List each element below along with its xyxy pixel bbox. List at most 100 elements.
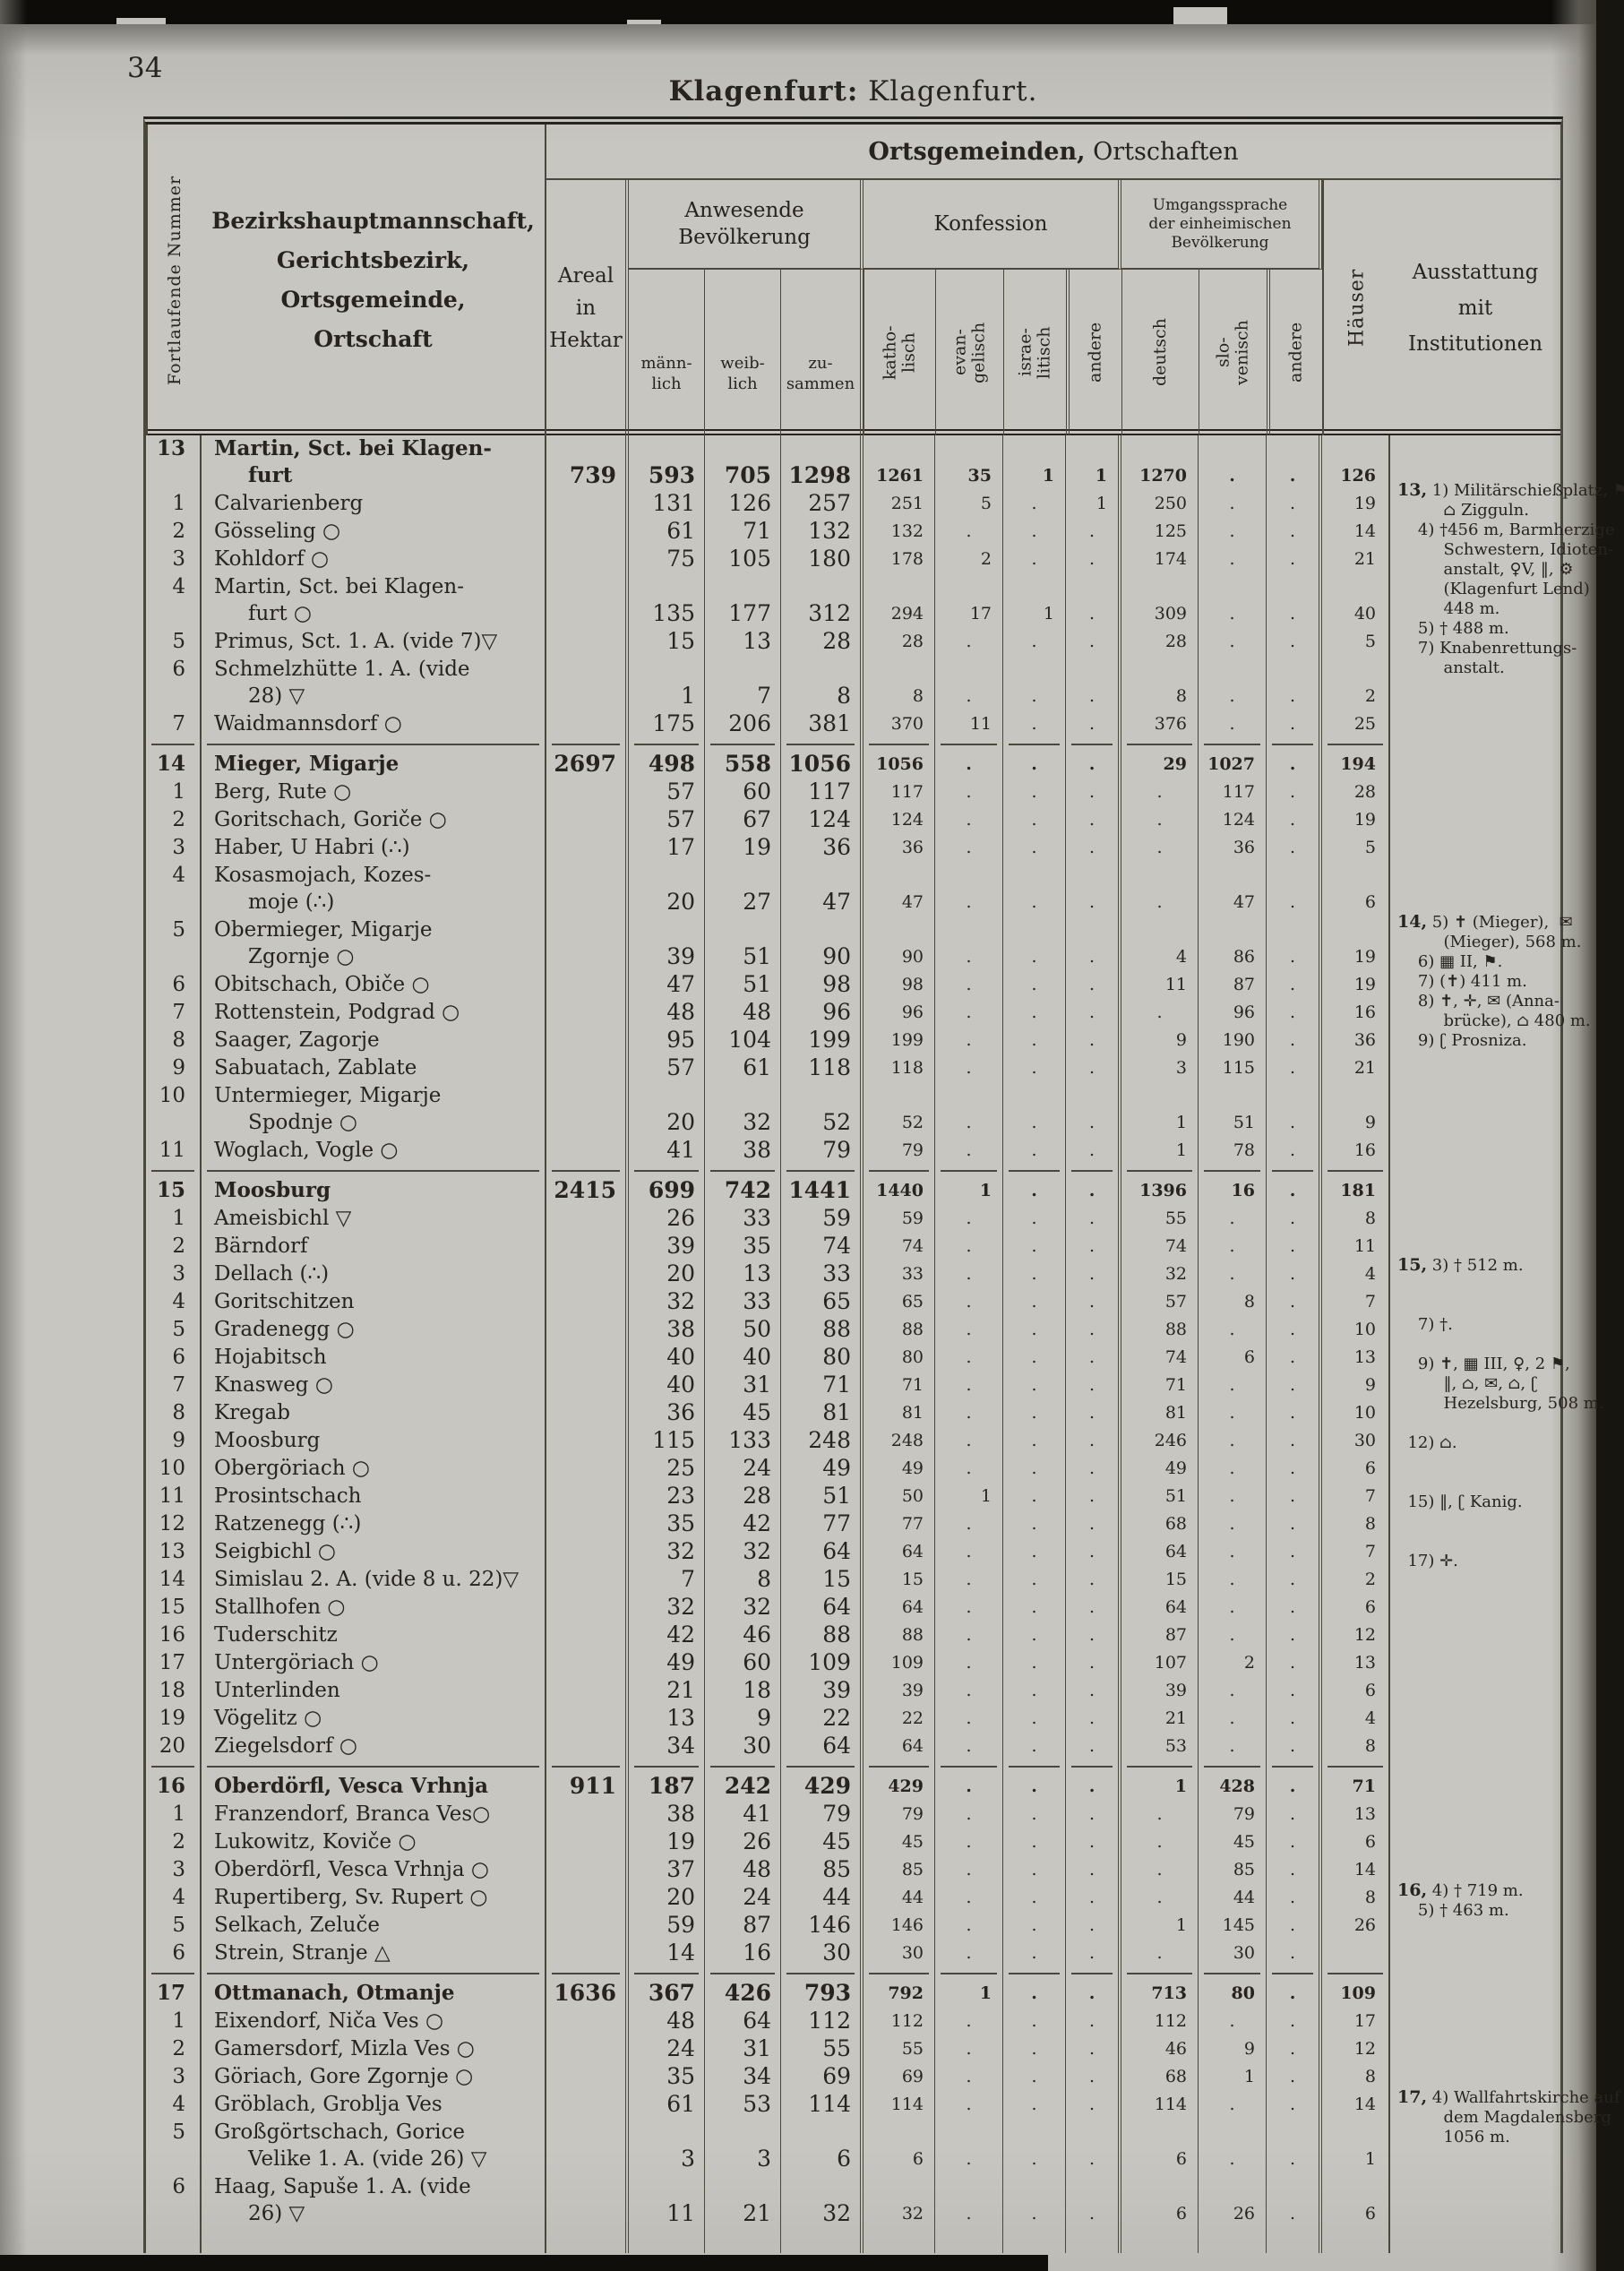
block-separator [146,1165,1560,1177]
ortschaft-row: 3 Oberdörfl, Vesca Vrhnja ○ 37 48 85 85.... 85… [146,1856,1560,1884]
evangelisch-value: . [935,518,1003,546]
deutsch-value: 1 [1121,1137,1199,1165]
israelitisch-value: . [1003,1733,1066,1760]
konfession-andere-value: . [1066,1177,1121,1205]
sprache-andere-value: . [1267,1399,1322,1427]
note-cell [1390,1082,1560,1137]
place-name: Kregab [202,1399,546,1427]
page-title: Klagenfurt: Klagenfurt. [143,75,1563,108]
konfession-andere-value: . [1066,1205,1121,1233]
areal-value [546,1233,629,1260]
ortschaft-row: 2 Goritschach, Goriče ○ 57 67 124 124.... 124.… [146,806,1560,834]
separator-cell [1322,1967,1390,1980]
deutsch-value: 1 [1121,1773,1199,1801]
separator-cell [202,1967,546,1980]
tail-cell [1121,2228,1199,2253]
evangelisch-value: . [935,1566,1003,1594]
evangelisch-value: . [935,1733,1003,1760]
zusammen-value: 381 [781,710,864,738]
place-name: Woglach, Vogle ○ [202,1137,546,1165]
sprache-andere-value: . [1267,1828,1322,1856]
row-number: 5 [146,1912,202,1940]
deutsch-value: . [1121,779,1199,806]
header-ausstattung: Ausstattung mit Institutionen [1407,260,1543,356]
ortschaft-row: 8 Saager, Zagorje 95 104 199 199... 9 190. 36 [146,1027,1560,1054]
ortschaft-row: 5 Obermieger, Migarje Zgornje ○ 39 51 90 90..… [146,916,1560,971]
areal-value [546,2173,629,2228]
weiblich-value: 24 [705,1884,781,1912]
ortschaft-row: 7 Waidmannsdorf ○ 175 206 381 370 11.. 376.. 25 [146,710,1560,738]
deutsch-value: 8 [1121,656,1199,710]
deutsch-value: 15 [1121,1566,1199,1594]
tail-cell [1066,2228,1121,2253]
areal-value [546,2119,629,2173]
place-name: Lukowitz, Koviče ○ [202,1828,546,1856]
weiblich-value: 18 [705,1677,781,1705]
slovenisch-value: . [1199,2091,1267,2119]
haeuser-value: 8 [1322,1205,1390,1233]
evangelisch-value: . [935,1856,1003,1884]
haeuser-value: 26 [1322,1912,1390,1940]
areal-value [546,1538,629,1566]
note-cell [1390,862,1560,916]
konfession-andere-value: . [1066,1483,1121,1510]
weiblich-value: 51 [705,971,781,999]
ortschaft-row: 11 Woglach, Vogle ○ 41 38 79 79... 1 78. 16 [146,1137,1560,1165]
konfession-andere-value: . [1066,1940,1121,1967]
haeuser-value: 19 [1322,490,1390,518]
haeuser-value: 14 [1322,2091,1390,2119]
row-number: 19 [146,1705,202,1733]
maennlich-value: 36 [629,1399,705,1427]
deutsch-value: . [1121,1828,1199,1856]
areal-value [546,806,629,834]
sprache-andere-value: . [1267,1622,1322,1649]
deutsch-value: 1270 [1121,435,1199,490]
row-number: 1 [146,1205,202,1233]
sprache-andere-value: . [1267,710,1322,738]
israelitisch-value: . [1003,1316,1066,1344]
separator-cell [1267,1967,1322,1980]
ortschaft-row: 10 Untermieger, Migarje Spodnje ○ 20 32 52 52… [146,1082,1560,1137]
katholisch-value: 1056 [864,751,935,779]
deutsch-value: 55 [1121,1205,1199,1233]
row-number: 14 [146,1566,202,1594]
maennlich-value: 23 [629,1483,705,1510]
haeuser-value: 16 [1322,1137,1390,1165]
israelitisch-value: . [1003,2063,1066,2091]
konfession-andere-value: . [1066,1082,1121,1137]
sprache-andere-value: . [1267,546,1322,573]
gemeinde-total-row: 16 Oberdörfl, Vesca Vrhnja 911 187 242 429 429… [146,1773,1560,1801]
place-name: Sabuatach, Zablate [202,1054,546,1082]
katholisch-value: 124 [864,806,935,834]
maennlich-value: 20 [629,1260,705,1288]
areal-value [546,1082,629,1137]
deutsch-value: 713 [1121,1980,1199,2008]
row-number: 16 [146,1773,202,1801]
sprache-andere-value: . [1267,1912,1322,1940]
evangelisch-value: . [935,806,1003,834]
weiblich-value: 26 [705,1828,781,1856]
ausstattung-note: 13, 1) Militärschießplatz, ⚑, ⌂ Zigguln.… [1397,480,1624,678]
separator-cell [146,1760,202,1773]
weiblich-value: 177 [705,573,781,628]
note-cell [1390,1705,1560,1733]
sprache-andere-value: . [1267,1538,1322,1566]
weiblich-value: 19 [705,834,781,862]
header-konfession: Konfession [864,180,1121,270]
israelitisch-value: . [1003,834,1066,862]
place-name: Tuderschitz [202,1622,546,1649]
evangelisch-value: . [935,1082,1003,1137]
gemeinde-block-15: 15 Moosburg 2415 699 742 1441 1440 1.. 1396 16. 18… [146,1177,1604,1760]
separator-cell [546,738,629,751]
evangelisch-value: . [935,1594,1003,1622]
row-number: 5 [146,1316,202,1344]
weiblich-value: 104 [705,1027,781,1054]
katholisch-value: 429 [864,1773,935,1801]
ortschaft-row: 4 Gröblach, Groblja Ves 61 53 114 114... 114..… [146,2091,1560,2119]
deutsch-value: 112 [1121,2008,1199,2035]
row-number: 12 [146,1510,202,1538]
areal-value [546,1427,629,1455]
ortschaft-row: 2 Bärndorf 39 35 74 74... 74.. 11 [146,1233,1560,1260]
konfession-andere-value: . [1066,834,1121,862]
place-name: Obitschach, Običe ○ [202,971,546,999]
